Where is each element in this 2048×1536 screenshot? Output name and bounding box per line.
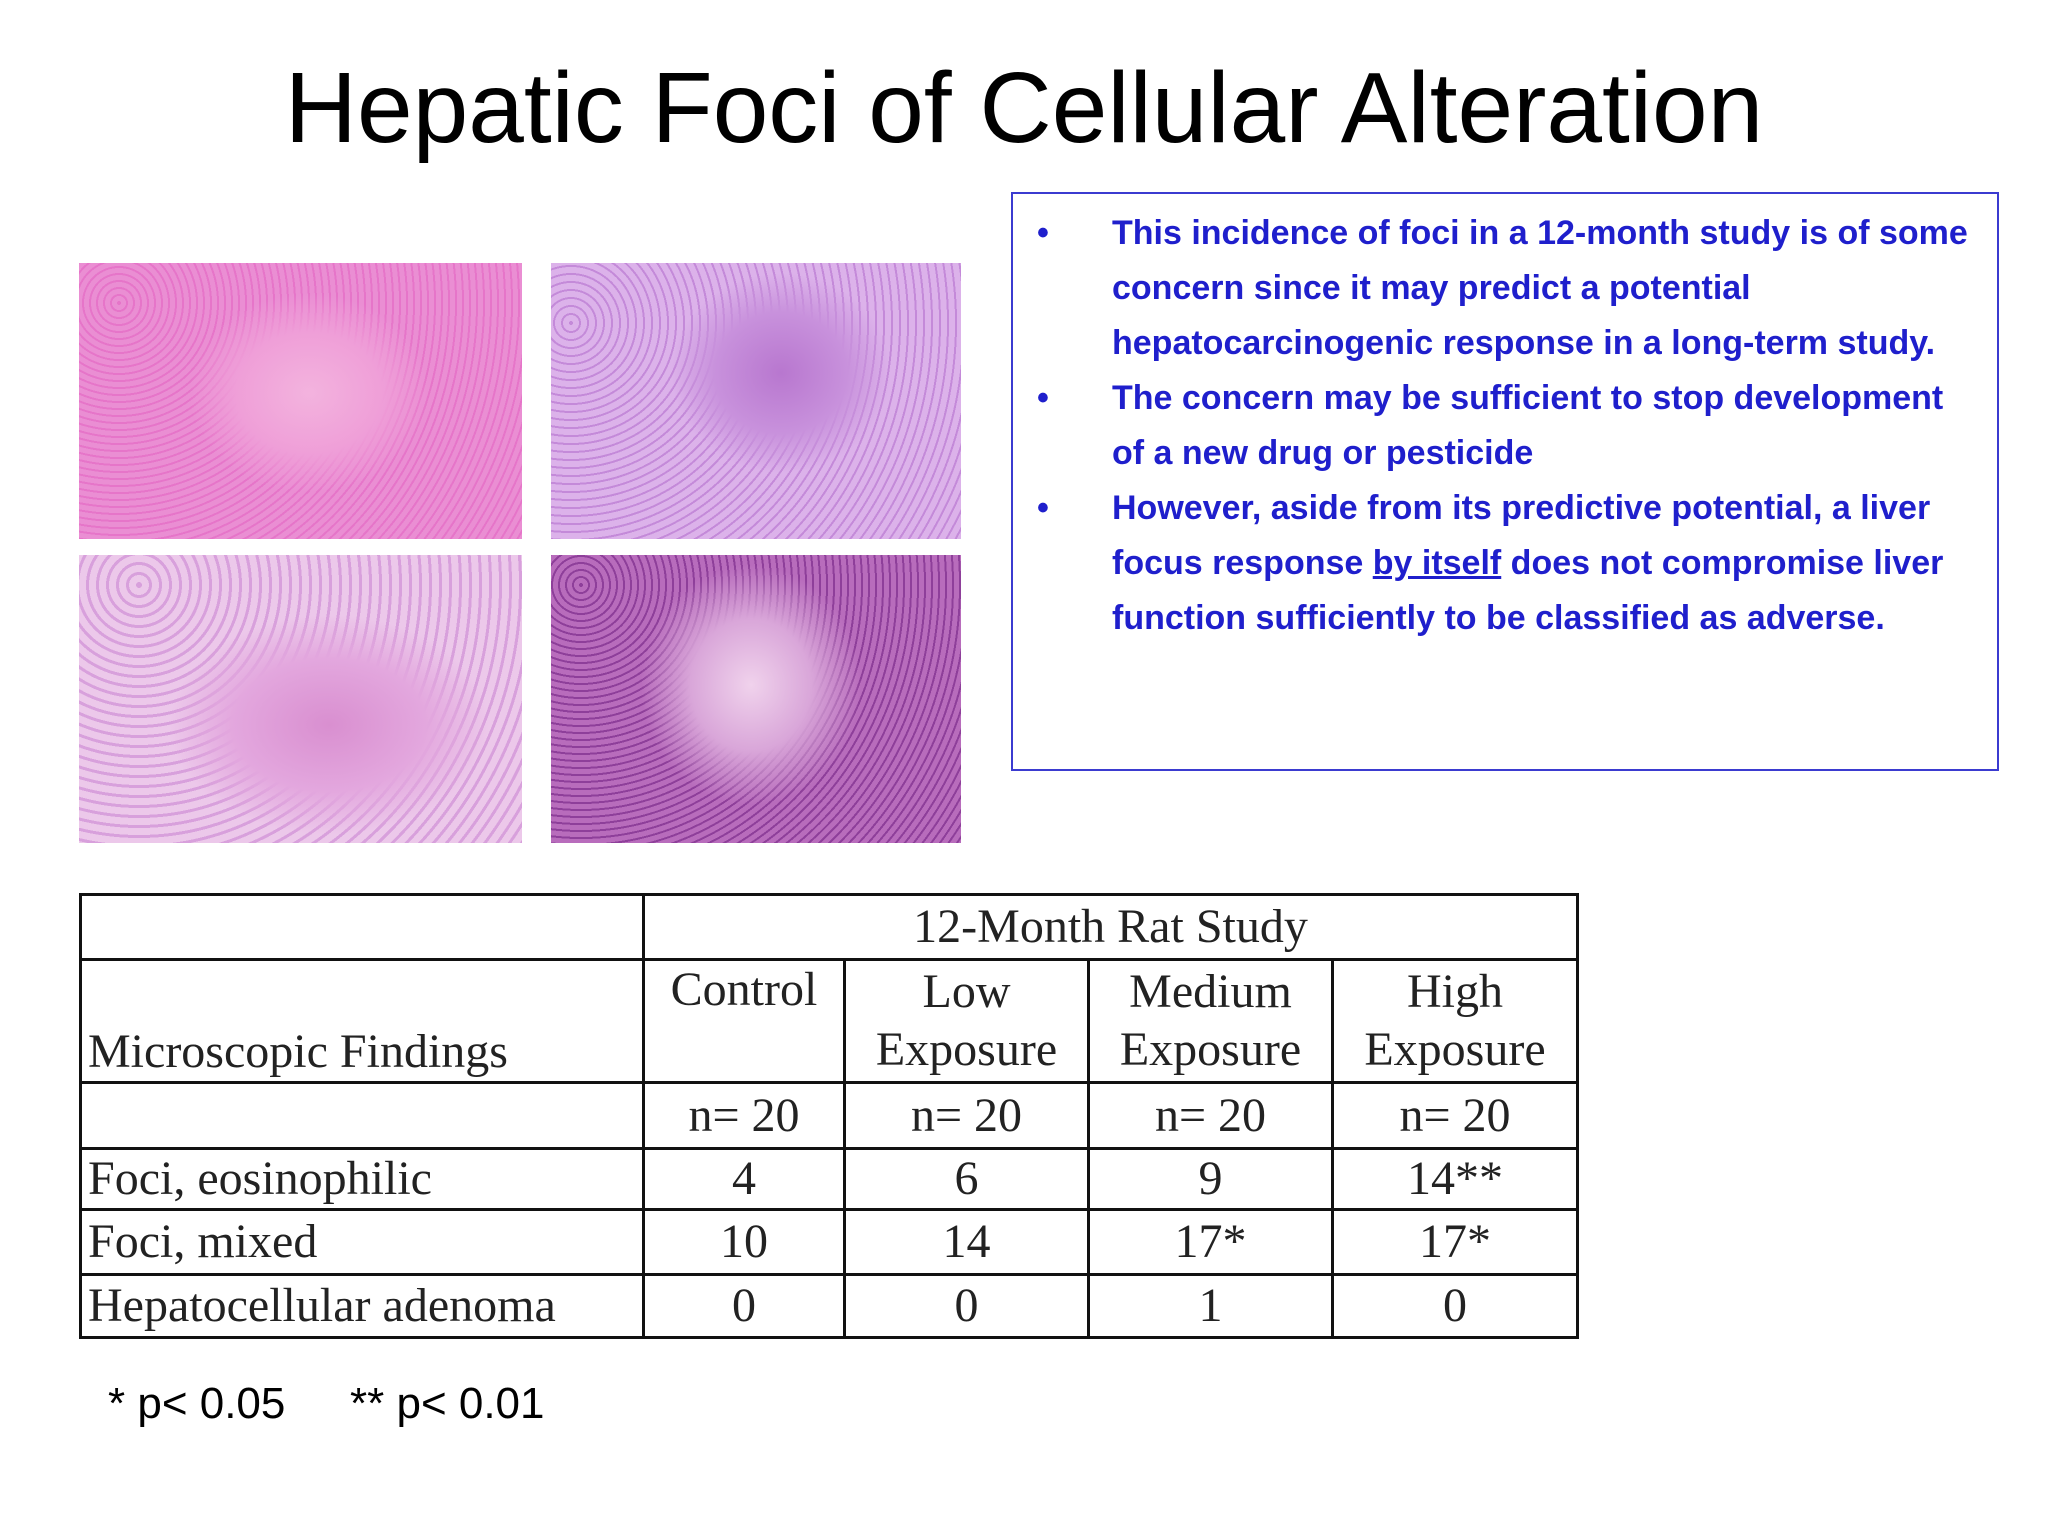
bullet-text: does not compromise liver function suffi… — [1112, 544, 1944, 637]
table-cell: 9 — [1087, 1147, 1334, 1211]
histology-image — [79, 263, 522, 539]
table-row: Microscopic Findings Control Low Exposur… — [79, 958, 1579, 1084]
table-cell: 1 — [1087, 1273, 1334, 1339]
text-box: This incidence of foci in a 12-month stu… — [1011, 192, 1999, 771]
table-cell: n= 20 — [1331, 1081, 1579, 1150]
table-header: Microscopic Findings — [79, 958, 645, 1084]
results-table: 12-Month Rat Study Microscopic Findings … — [79, 893, 1579, 1339]
table-cell — [79, 1081, 645, 1150]
bullet-text: This incidence of foci in a 12-month stu… — [1112, 214, 1968, 362]
table-cell: 0 — [843, 1273, 1090, 1339]
bullet-text: The concern may be sufficient to stop de… — [1112, 379, 1944, 472]
bullet: However, aside from its predictive poten… — [1013, 481, 1977, 646]
table-cell: 10 — [642, 1208, 846, 1276]
row-label: Foci, mixed — [79, 1208, 645, 1276]
histology-image — [551, 555, 961, 843]
table-row: Foci, mixed 10 14 17* 17* — [79, 1208, 1579, 1276]
table-cell: 14 — [843, 1208, 1090, 1276]
table-cell: 4 — [642, 1147, 846, 1211]
table-cell: n= 20 — [1087, 1081, 1334, 1150]
column-header: Medium Exposure — [1087, 958, 1334, 1084]
column-header: Low Exposure — [843, 958, 1090, 1084]
table-header: 12-Month Rat Study — [642, 893, 1579, 961]
slide-title: Hepatic Foci of Cellular Alteration — [284, 52, 1764, 164]
histology-image — [551, 263, 961, 539]
table-cell: n= 20 — [642, 1081, 846, 1150]
table-cell: 14** — [1331, 1147, 1579, 1211]
column-header: High Exposure — [1331, 958, 1579, 1084]
table-cell — [79, 893, 645, 961]
table-cell: 0 — [1331, 1273, 1579, 1339]
bullet-list: This incidence of foci in a 12-month stu… — [1013, 194, 1997, 646]
footnote: ** p< 0.01 — [350, 1379, 545, 1428]
footnote: * p< 0.05 — [108, 1379, 286, 1428]
table-cell: 6 — [843, 1147, 1090, 1211]
bullet-text: However, aside from its predictive poten… — [1112, 489, 1931, 582]
row-label: Hepatocellular adenoma — [79, 1273, 645, 1339]
bullet: This incidence of foci in a 12-month stu… — [1013, 206, 1977, 371]
column-header: Control — [642, 958, 846, 1084]
table-row: Foci, eosinophilic 4 6 9 14** — [79, 1147, 1579, 1211]
table-cell: n= 20 — [843, 1081, 1090, 1150]
table-cell: 17* — [1087, 1208, 1334, 1276]
table-cell: 17* — [1331, 1208, 1579, 1276]
table-row: Hepatocellular adenoma 0 0 1 0 — [79, 1273, 1579, 1339]
underlined-text: by itself — [1372, 544, 1502, 582]
table-row: n= 20 n= 20 n= 20 n= 20 — [79, 1081, 1579, 1150]
row-label: Foci, eosinophilic — [79, 1147, 645, 1211]
bullet: The concern may be sufficient to stop de… — [1013, 371, 1977, 481]
histology-image — [79, 555, 522, 843]
table-cell: 0 — [642, 1273, 846, 1339]
table-row: 12-Month Rat Study — [79, 893, 1579, 961]
